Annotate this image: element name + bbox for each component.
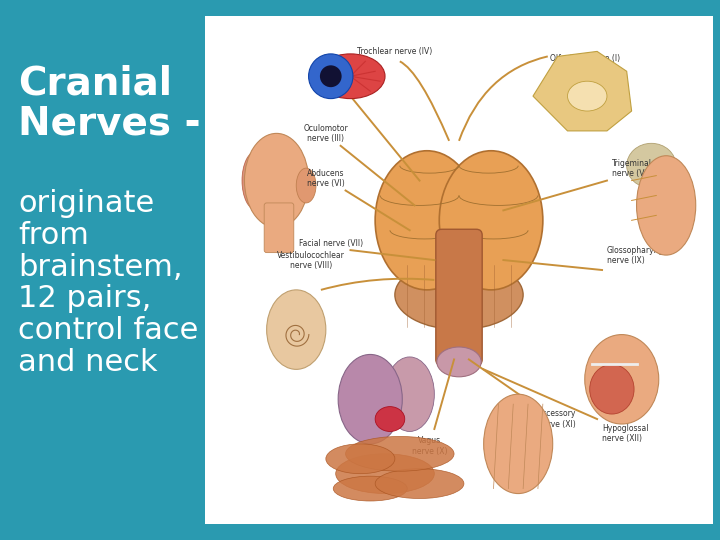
Ellipse shape [484,394,553,494]
FancyBboxPatch shape [264,203,294,253]
Text: originate
from
brainstem,
12 pairs,
control face
and neck: originate from brainstem, 12 pairs, cont… [18,189,199,377]
Ellipse shape [585,335,659,424]
Ellipse shape [375,151,479,290]
Text: Olfactory nerve (I): Olfactory nerve (I) [550,55,621,63]
Ellipse shape [296,168,316,203]
Ellipse shape [326,444,395,474]
Ellipse shape [338,354,402,444]
Ellipse shape [336,454,434,494]
Text: Trigeminal
nerve (V): Trigeminal nerve (V) [612,159,652,178]
Ellipse shape [567,81,607,111]
Circle shape [309,54,353,99]
Ellipse shape [316,54,385,99]
Ellipse shape [266,290,326,369]
Text: Glossopharyngeal
nerve (IX): Glossopharyngeal nerve (IX) [607,246,676,265]
Text: Oculomotor
nerve (III): Oculomotor nerve (III) [303,124,348,143]
Text: Vagus
nerve (X): Vagus nerve (X) [412,436,447,456]
Ellipse shape [346,436,454,471]
Text: Cranial
Nerves -: Cranial Nerves - [18,65,201,143]
Ellipse shape [439,151,543,290]
Text: Hypoglossal
nerve (XII): Hypoglossal nerve (XII) [602,424,649,443]
Ellipse shape [385,357,434,431]
Ellipse shape [395,260,523,329]
Ellipse shape [242,151,271,211]
Text: Optic nerve (II): Optic nerve (II) [322,80,379,89]
Text: Facial nerve (VII): Facial nerve (VII) [299,239,363,248]
Ellipse shape [375,469,464,498]
Polygon shape [533,51,631,131]
Ellipse shape [590,364,634,414]
Ellipse shape [333,476,408,501]
FancyBboxPatch shape [205,16,713,524]
Circle shape [320,65,341,87]
Text: Vestibulocochlear
nerve (VIII): Vestibulocochlear nerve (VIII) [277,251,345,270]
FancyBboxPatch shape [436,230,482,366]
Ellipse shape [636,156,696,255]
Text: Accessory
nerve (XI): Accessory nerve (XI) [538,409,576,429]
Ellipse shape [626,143,676,188]
Ellipse shape [375,407,405,431]
Text: Abducens
nerve (VI): Abducens nerve (VI) [307,168,345,188]
Ellipse shape [437,347,481,377]
Ellipse shape [245,133,309,228]
Text: Trochlear nerve (IV): Trochlear nerve (IV) [357,48,433,56]
